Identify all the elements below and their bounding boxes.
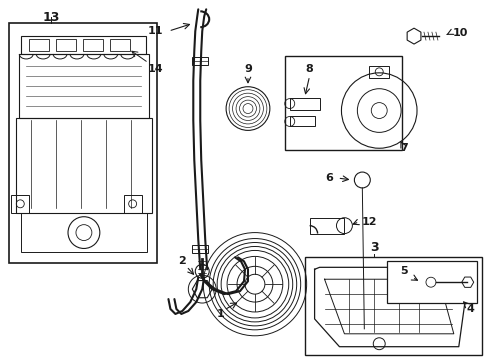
Bar — [11, 195, 29, 213]
Text: 6: 6 — [325, 173, 334, 183]
Text: 5: 5 — [400, 266, 408, 276]
Text: 1: 1 — [216, 309, 224, 319]
Text: 3: 3 — [370, 241, 379, 254]
Bar — [21, 213, 147, 252]
Bar — [16, 118, 151, 213]
Text: 7: 7 — [400, 143, 408, 153]
Bar — [123, 195, 142, 213]
Text: 10: 10 — [453, 28, 468, 38]
Bar — [310, 218, 344, 234]
Text: 11: 11 — [148, 26, 163, 36]
Bar — [9, 23, 156, 264]
Text: 14: 14 — [147, 64, 163, 74]
Bar — [21, 36, 146, 54]
Bar — [290, 117, 315, 126]
Bar — [83, 39, 103, 51]
Bar — [290, 98, 319, 109]
Bar — [56, 39, 76, 51]
Text: 12: 12 — [362, 217, 377, 227]
Text: 9: 9 — [244, 64, 252, 74]
Bar — [192, 57, 208, 65]
Bar — [29, 39, 49, 51]
Text: 8: 8 — [306, 64, 314, 74]
Text: 4: 4 — [467, 304, 475, 314]
Bar — [387, 261, 477, 303]
Bar — [305, 257, 482, 355]
Bar — [192, 246, 208, 253]
Bar — [110, 39, 130, 51]
Bar — [369, 66, 389, 78]
Bar — [285, 56, 402, 150]
Text: 2: 2 — [178, 256, 186, 266]
Text: 13: 13 — [43, 11, 60, 24]
Bar — [19, 54, 148, 118]
